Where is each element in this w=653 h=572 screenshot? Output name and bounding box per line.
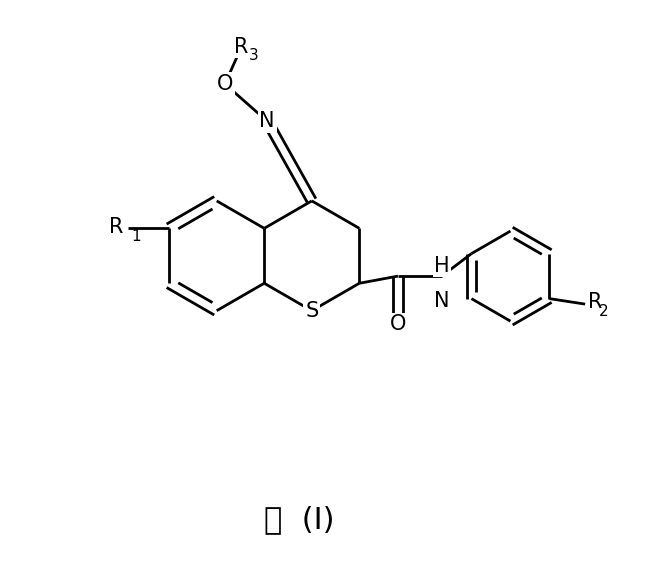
Text: 3: 3: [249, 48, 259, 63]
Text: O: O: [217, 74, 233, 94]
Text: R: R: [588, 292, 602, 312]
Text: S: S: [305, 301, 319, 321]
Text: N: N: [434, 292, 449, 312]
Text: 2: 2: [598, 304, 608, 319]
Text: H: H: [434, 256, 450, 276]
Text: 式  (I): 式 (I): [264, 505, 334, 534]
Text: R: R: [234, 37, 249, 57]
Text: N: N: [259, 112, 275, 131]
Text: O: O: [390, 315, 406, 335]
Text: 1: 1: [131, 229, 141, 244]
Text: R: R: [109, 217, 123, 237]
